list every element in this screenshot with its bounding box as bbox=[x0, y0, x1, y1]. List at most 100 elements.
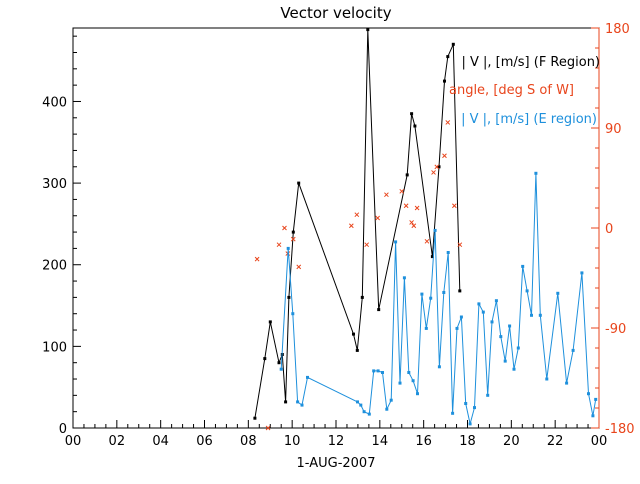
data-point-e-region bbox=[372, 369, 376, 373]
data-marker-angle bbox=[451, 203, 457, 209]
x-tick-label: 02 bbox=[109, 434, 126, 449]
y-left-tick-label: 100 bbox=[42, 340, 67, 355]
series-line-e-region bbox=[280, 173, 597, 425]
series-layer bbox=[253, 28, 598, 431]
data-point-e-region bbox=[534, 171, 538, 175]
data-point-e-region bbox=[451, 411, 455, 415]
data-point-f-region bbox=[413, 124, 417, 128]
y-left-tick-label: 0 bbox=[59, 422, 67, 437]
x-tick-label: 20 bbox=[503, 434, 520, 449]
data-point-e-region bbox=[291, 312, 295, 316]
data-point-e-region bbox=[556, 291, 560, 295]
left-y-axis: 0 100 200 300 400 bbox=[42, 35, 81, 437]
y-left-tick-label: 200 bbox=[42, 259, 67, 274]
x-tick-label: 00 bbox=[65, 434, 82, 449]
data-point-e-region bbox=[424, 326, 428, 330]
data-point-e-region bbox=[381, 371, 384, 374]
data-point-e-region bbox=[286, 246, 290, 250]
x-tick-label: 08 bbox=[240, 434, 257, 449]
data-point-f-region bbox=[451, 42, 455, 46]
data-marker-angle bbox=[282, 225, 287, 231]
data-point-e-region bbox=[356, 400, 359, 404]
data-point-f-region bbox=[405, 173, 409, 177]
y-right-tick-label: -180 bbox=[605, 422, 635, 437]
legend-e-region: | V |, [m/s] (E region) bbox=[461, 112, 597, 127]
data-point-e-region bbox=[594, 397, 598, 401]
data-marker-angle bbox=[276, 242, 282, 248]
data-point-e-region bbox=[591, 414, 595, 418]
y-right-tick-label: 180 bbox=[605, 22, 630, 37]
data-point-e-region bbox=[433, 228, 437, 232]
data-point-f-region bbox=[430, 255, 434, 259]
data-marker-angle bbox=[375, 215, 380, 221]
data-marker-angle bbox=[434, 164, 440, 170]
data-point-e-region bbox=[389, 398, 393, 402]
data-marker-angle bbox=[254, 256, 260, 262]
data-point-e-region bbox=[446, 251, 450, 254]
x-tick-label: 18 bbox=[459, 434, 476, 449]
data-point-e-region bbox=[416, 392, 419, 396]
data-marker-angle bbox=[457, 242, 463, 248]
data-point-e-region bbox=[530, 313, 533, 317]
data-point-e-region bbox=[306, 375, 309, 379]
data-point-f-region bbox=[446, 55, 450, 59]
data-point-e-region bbox=[367, 412, 371, 416]
y-right-tick-label: 90 bbox=[605, 122, 622, 137]
x-axis-label: 1-AUG-2007 bbox=[297, 456, 376, 471]
data-point-f-region bbox=[284, 400, 288, 404]
data-marker-angle bbox=[445, 120, 451, 125]
data-point-e-region bbox=[455, 326, 459, 330]
data-marker-angle bbox=[414, 205, 420, 211]
data-marker-angle bbox=[290, 236, 296, 242]
y-left-tick-label: 400 bbox=[42, 95, 67, 110]
data-point-e-region bbox=[442, 291, 446, 294]
data-point-f-region bbox=[263, 357, 267, 361]
data-point-f-region bbox=[437, 165, 441, 169]
chart-title: Vector velocity bbox=[280, 4, 391, 22]
x-tick-label: 22 bbox=[547, 434, 564, 449]
data-point-f-region bbox=[377, 308, 381, 312]
x-tick-label: 12 bbox=[328, 434, 345, 449]
data-point-f-region bbox=[443, 79, 446, 83]
data-point-e-region bbox=[545, 377, 549, 381]
data-marker-angle bbox=[384, 192, 389, 198]
data-marker-angle bbox=[411, 223, 417, 229]
data-marker-angle bbox=[442, 153, 447, 159]
data-marker-angle bbox=[424, 238, 430, 244]
data-point-e-region bbox=[359, 403, 363, 407]
data-point-e-region bbox=[420, 292, 424, 296]
data-point-e-region bbox=[398, 381, 402, 385]
data-point-e-region bbox=[525, 289, 529, 293]
data-point-f-region bbox=[268, 320, 272, 324]
data-point-f-region bbox=[253, 416, 257, 420]
data-point-e-region bbox=[279, 367, 283, 371]
data-point-e-region bbox=[394, 240, 398, 244]
data-point-e-region bbox=[538, 313, 542, 317]
data-point-e-region bbox=[580, 271, 584, 275]
right-y-axis: -180 -90 0 90 180 bbox=[591, 22, 635, 437]
x-tick-label: 00 bbox=[591, 434, 608, 449]
data-point-e-region bbox=[411, 379, 415, 383]
data-point-e-region bbox=[571, 348, 575, 352]
data-marker-angle bbox=[354, 212, 360, 218]
data-point-e-region bbox=[521, 264, 525, 268]
data-point-e-region bbox=[459, 315, 463, 319]
legend-f-region: | V |, [m/s] (F Region) bbox=[461, 55, 600, 70]
data-point-e-region bbox=[464, 402, 468, 405]
data-point-e-region bbox=[429, 296, 433, 300]
legend-angle: angle, [deg S of W] bbox=[449, 83, 574, 98]
data-point-f-region bbox=[291, 230, 295, 234]
data-point-e-region bbox=[473, 406, 476, 410]
data-point-e-region bbox=[512, 367, 516, 371]
data-point-f-region bbox=[352, 332, 355, 336]
x-tick-label: 06 bbox=[196, 434, 213, 449]
data-point-f-region bbox=[297, 181, 301, 185]
data-point-e-region bbox=[376, 369, 380, 373]
data-point-e-region bbox=[296, 400, 300, 404]
data-point-f-region bbox=[366, 28, 370, 32]
data-point-e-region bbox=[516, 346, 520, 350]
data-point-e-region bbox=[494, 299, 498, 303]
data-point-e-region bbox=[407, 371, 411, 374]
data-marker-angle bbox=[403, 203, 409, 209]
